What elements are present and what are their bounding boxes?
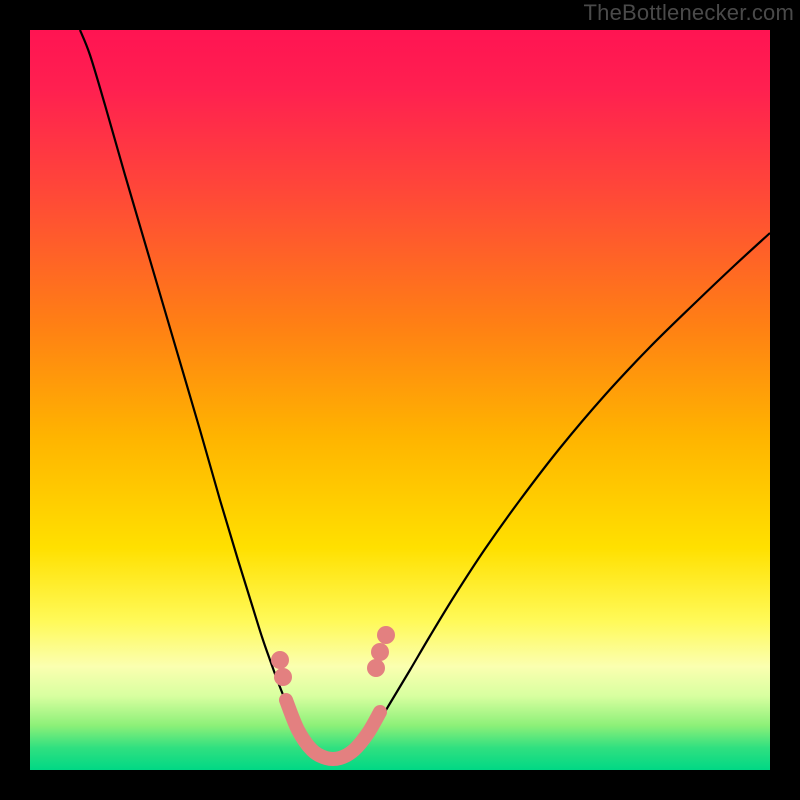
watermark-text: TheBottlenecker.com: [584, 0, 794, 26]
chart-stage: TheBottlenecker.com: [0, 0, 800, 800]
optimal-marker-dot: [367, 659, 385, 677]
optimal-marker-dot: [271, 651, 289, 669]
optimal-marker-dot: [274, 668, 292, 686]
plot-area: [30, 30, 770, 770]
optimal-marker-dot: [371, 643, 389, 661]
chart-svg: [0, 0, 800, 800]
optimal-marker-dot: [377, 626, 395, 644]
